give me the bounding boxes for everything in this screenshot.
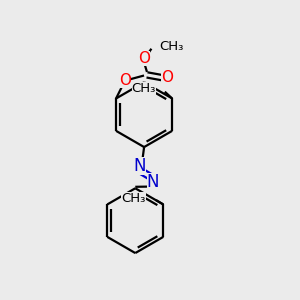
- Text: O: O: [161, 70, 173, 86]
- Text: CH₃: CH₃: [159, 40, 183, 53]
- Text: CH₃: CH₃: [121, 192, 146, 205]
- Text: N: N: [147, 173, 159, 191]
- Text: CH₃: CH₃: [132, 82, 156, 95]
- Text: O: O: [119, 73, 131, 88]
- Text: O: O: [138, 51, 150, 66]
- Text: N: N: [134, 157, 146, 175]
